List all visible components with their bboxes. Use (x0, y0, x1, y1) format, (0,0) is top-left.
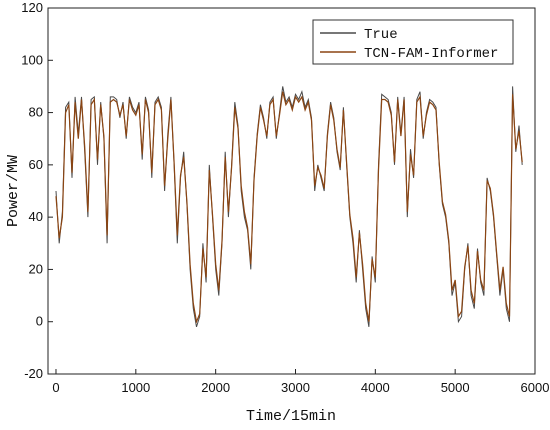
y-axis-ticks: -20 0 20 40 60 80 100 120 (21, 0, 53, 381)
y-tick-label: -20 (24, 366, 43, 381)
y-axis-title: Power/MW (5, 155, 22, 227)
series-line-tcn-fam-informer (55, 91, 523, 324)
x-tick-label: 2000 (201, 380, 230, 395)
x-tick-label: 4000 (361, 380, 390, 395)
legend: True TCN-FAM-Informer (312, 19, 514, 65)
x-tick-label: 6000 (521, 380, 550, 395)
y-tick-label: 0 (36, 314, 43, 329)
x-tick-label: 3000 (281, 380, 310, 395)
y-tick-label: 100 (21, 52, 43, 67)
x-tick-label: 1000 (121, 380, 150, 395)
legend-box (312, 19, 514, 65)
series-layer (55, 86, 523, 328)
legend-label-true: True (364, 27, 398, 43)
x-axis-ticks: 0 1000 2000 3000 4000 5000 6000 (52, 369, 549, 395)
x-tick-label: 0 (52, 380, 59, 395)
plot-frame (47, 7, 536, 375)
legend-label-tcn-fam-informer: TCN-FAM-Informer (364, 46, 498, 62)
y-tick-label: 80 (29, 105, 43, 120)
series-line-true (55, 86, 523, 328)
y-tick-label: 40 (29, 209, 43, 224)
x-tick-label: 5000 (441, 380, 470, 395)
y-tick-label: 120 (21, 0, 43, 15)
x-axis-title: Time/15min (246, 408, 336, 425)
y-tick-label: 60 (29, 157, 43, 172)
y-tick-label: 20 (29, 261, 43, 276)
